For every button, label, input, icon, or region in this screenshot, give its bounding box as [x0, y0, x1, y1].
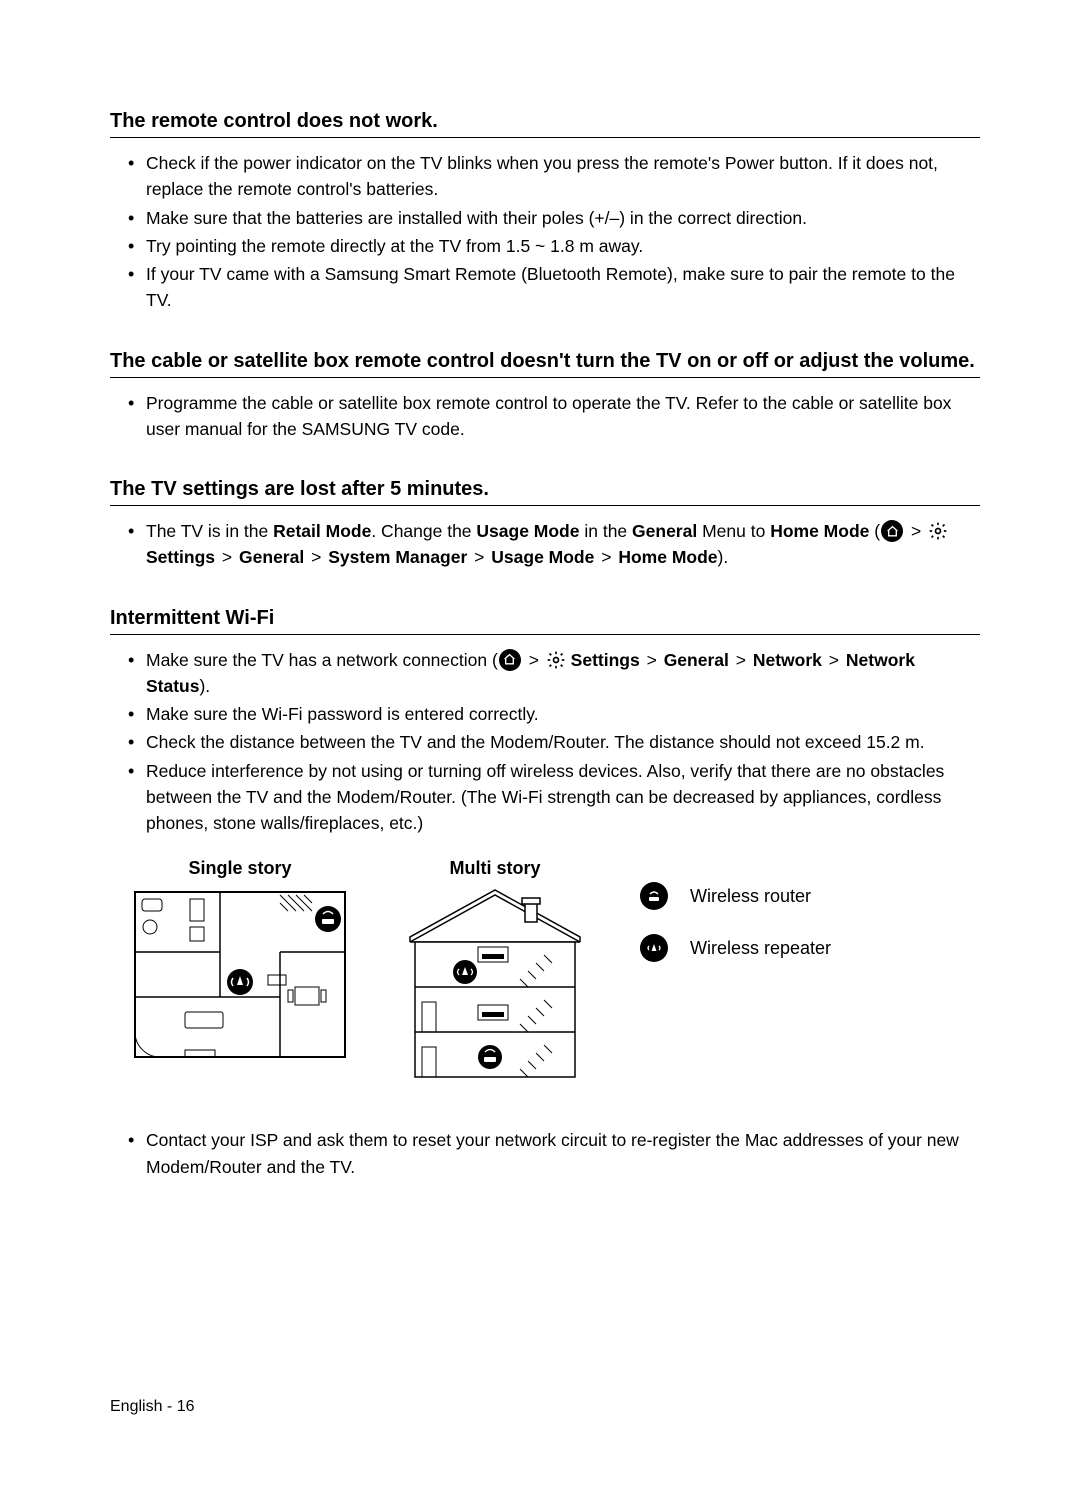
section-heading-settings-lost: The TV settings are lost after 5 minutes…: [110, 478, 980, 506]
list-item: Check the distance between the TV and th…: [128, 729, 980, 755]
general-label: General: [632, 521, 697, 541]
retail-mode-label: Retail Mode: [273, 521, 371, 541]
usage-mode-label: Usage Mode: [491, 547, 594, 567]
text: in the: [579, 521, 632, 541]
home-mode-label: Home Mode: [770, 521, 869, 541]
settings-icon: [928, 521, 948, 541]
router-label: Wireless router: [690, 886, 811, 907]
usage-mode-label: Usage Mode: [476, 521, 579, 541]
single-story-label: Single story: [188, 858, 291, 879]
separator: >: [474, 547, 484, 567]
home-mode-label: Home Mode: [618, 547, 717, 567]
home-icon: [499, 649, 521, 671]
text: ).: [718, 547, 729, 567]
legend-router: Wireless router: [640, 882, 831, 910]
system-manager-label: System Manager: [328, 547, 467, 567]
network-label: Network: [753, 650, 822, 670]
house-diagram: [390, 887, 600, 1087]
home-icon: [881, 520, 903, 542]
multi-story-col: Multi story: [390, 858, 600, 1087]
text: Make sure the TV has a network connectio…: [146, 650, 498, 670]
list-item: Try pointing the remote directly at the …: [128, 233, 980, 259]
list-item: Reduce interference by not using or turn…: [128, 758, 980, 837]
settings-label: Settings: [566, 650, 640, 670]
section-heading-wifi: Intermittent Wi-Fi: [110, 607, 980, 635]
settings-icon: [546, 650, 566, 670]
cable-bullets: Programme the cable or satellite box rem…: [128, 390, 980, 443]
separator: >: [222, 547, 232, 567]
repeater-label: Wireless repeater: [690, 938, 831, 959]
separator: >: [311, 547, 321, 567]
settings-lost-bullets: The TV is in the Retail Mode. Change the…: [128, 518, 980, 571]
diagram-row: Single story: [130, 858, 980, 1087]
text: (: [869, 521, 880, 541]
separator: >: [736, 650, 746, 670]
list-item: If your TV came with a Samsung Smart Rem…: [128, 261, 980, 314]
multi-story-label: Multi story: [449, 858, 540, 879]
general-label: General: [239, 547, 304, 567]
footer-page: 16: [177, 1398, 195, 1415]
single-story-col: Single story: [130, 858, 350, 1087]
remote-bullets: Check if the power indicator on the TV b…: [128, 150, 980, 314]
separator: >: [829, 650, 839, 670]
general-label: General: [664, 650, 729, 670]
text: ).: [199, 676, 210, 696]
settings-label: Settings: [146, 547, 215, 567]
separator: >: [647, 650, 657, 670]
page-footer: English - 16: [110, 1398, 195, 1416]
wifi-bullets: Make sure the TV has a network connectio…: [128, 647, 980, 837]
list-item: Programme the cable or satellite box rem…: [128, 390, 980, 443]
text: . Change the: [371, 521, 476, 541]
section-heading-cable: The cable or satellite box remote contro…: [110, 350, 980, 378]
wifi-bullets-2: Contact your ISP and ask them to reset y…: [128, 1127, 980, 1180]
separator: >: [601, 547, 611, 567]
footer-lang: English: [110, 1398, 162, 1415]
router-icon: [640, 882, 668, 910]
separator: >: [529, 650, 539, 670]
list-item: Make sure the TV has a network connectio…: [128, 647, 980, 700]
list-item: Make sure the Wi-Fi password is entered …: [128, 701, 980, 727]
text: The TV is in the: [146, 521, 273, 541]
separator: >: [911, 521, 921, 541]
legend-repeater: Wireless repeater: [640, 934, 831, 962]
list-item: Make sure that the batteries are install…: [128, 205, 980, 231]
repeater-icon: [640, 934, 668, 962]
legend: Wireless router Wireless repeater: [640, 882, 831, 1087]
footer-sep: -: [162, 1398, 176, 1415]
list-item: Contact your ISP and ask them to reset y…: [128, 1127, 980, 1180]
floorplan-diagram: [130, 887, 350, 1062]
section-heading-remote: The remote control does not work.: [110, 110, 980, 138]
text: Menu to: [697, 521, 770, 541]
list-item: Check if the power indicator on the TV b…: [128, 150, 980, 203]
list-item: The TV is in the Retail Mode. Change the…: [128, 518, 980, 571]
